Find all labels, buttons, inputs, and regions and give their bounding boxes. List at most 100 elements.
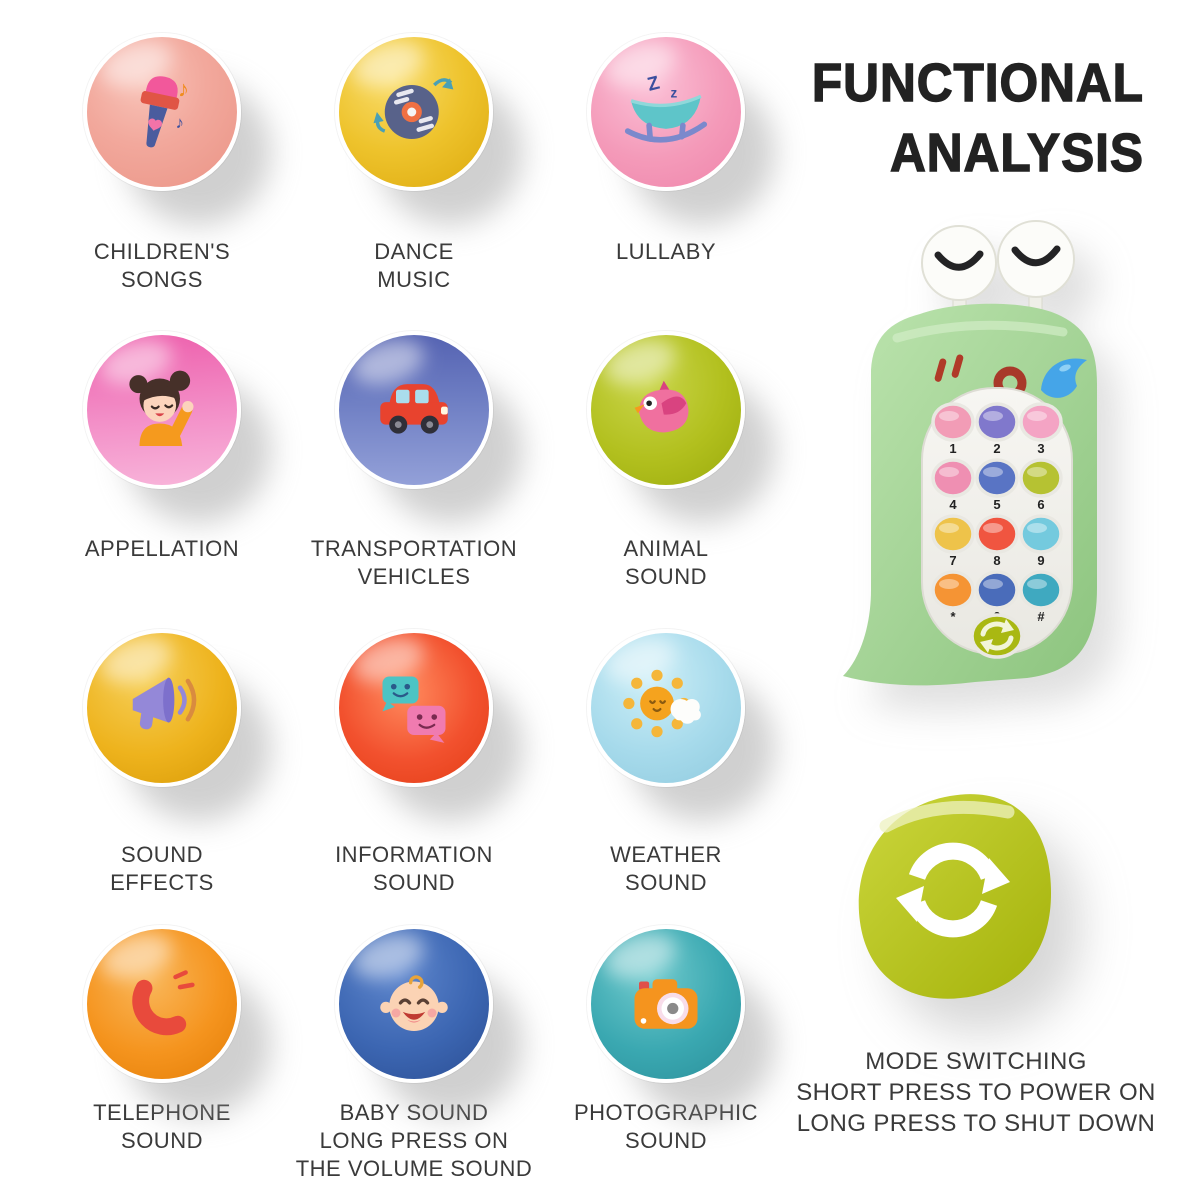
function-label: TRANSPORTATION VEHICLES <box>311 535 517 591</box>
svg-text:Z: Z <box>645 73 662 96</box>
microphone-icon: ♪ ♪ <box>140 76 189 148</box>
car-icon <box>380 384 448 434</box>
function-item-dance-music: DANCE MUSIC <box>288 0 540 300</box>
function-label: INFORMATION SOUND <box>335 841 493 897</box>
label-line: WEATHER <box>610 842 722 867</box>
baby-sound-badge <box>335 925 493 1083</box>
telephone-sound-badge <box>83 925 241 1083</box>
grid-row-2: APPELLATION TRANSPORTATION <box>36 300 792 600</box>
decorative-marks <box>934 354 1087 400</box>
function-item-sound-effects: SOUND EFFECTS <box>36 600 288 900</box>
weather-sound-badge <box>587 629 745 787</box>
chat-bubbles-icon <box>382 676 446 743</box>
label-line: SONGS <box>121 267 203 292</box>
function-label: SOUND EFFECTS <box>110 841 214 897</box>
svg-text:♪: ♪ <box>178 76 189 101</box>
photographic-sound-badge <box>587 925 745 1083</box>
svg-text:♪: ♪ <box>176 113 184 132</box>
function-label: BABY SOUND LONG PRESS ON THE VOLUME SOUN… <box>296 1099 533 1183</box>
girl-icon <box>129 370 194 446</box>
svg-text:z: z <box>671 85 678 100</box>
sun-cloud-icon <box>623 669 701 738</box>
label-line: SOUND <box>625 870 707 895</box>
svg-text:5: 5 <box>993 497 1000 512</box>
svg-text:9: 9 <box>1037 553 1044 568</box>
label-line: LULLABY <box>615 239 717 264</box>
grid-row-3: SOUND EFFECTS <box>36 600 792 900</box>
svg-text:*: * <box>950 609 956 624</box>
function-label: WEATHER SOUND <box>610 841 722 897</box>
function-label: PHOTOGRAPHIC SOUND <box>574 1099 758 1155</box>
label-line: THE VOLUME SOUND <box>295 1156 533 1181</box>
function-item-appellation: APPELLATION <box>36 300 288 600</box>
bird-mark-icon <box>1041 358 1087 398</box>
function-item-telephone-sound: TELEPHONE SOUND <box>36 900 288 1200</box>
label-line: SOUND <box>625 1128 707 1153</box>
function-item-childrens-songs: ♪ ♪ CHILDREN'S SONGS <box>36 0 288 300</box>
function-label: LULLABY <box>616 238 716 266</box>
lullaby-badge: Z z <box>587 33 745 191</box>
grid-row-1: ♪ ♪ CHILDREN'S SONGS <box>36 0 792 300</box>
megaphone-icon <box>132 677 197 730</box>
label-line: SHORT PRESS TO POWER ON <box>796 1079 1156 1106</box>
label-line: INFORMATION <box>335 842 493 867</box>
svg-text:6: 6 <box>1037 497 1044 512</box>
svg-text:8: 8 <box>993 553 1000 568</box>
function-item-information-sound: INFORMATION SOUND <box>288 600 540 900</box>
title-line: ANALYSIS <box>889 122 1144 183</box>
mode-switch-label: MODE SWITCHING SHORT PRESS TO POWER ON L… <box>760 1046 1192 1139</box>
information-sound-badge <box>335 629 493 787</box>
toy-phone-image: 1 2 3 4 5 6 7 8 9 * 0 # <box>843 220 1097 686</box>
label-line: DANCE <box>374 239 454 264</box>
dance-music-badge <box>335 33 493 191</box>
function-item-baby-sound: BABY SOUND LONG PRESS ON THE VOLUME SOUN… <box>288 900 540 1200</box>
sound-effects-badge <box>83 629 241 787</box>
label-line: ANIMAL <box>623 536 709 561</box>
label-line: MUSIC <box>377 267 451 292</box>
function-label: ANIMAL SOUND <box>624 535 709 591</box>
camera-icon <box>634 979 698 1029</box>
label-line: MODE SWITCHING <box>865 1048 1087 1075</box>
function-grid: ♪ ♪ CHILDREN'S SONGS <box>36 0 792 1200</box>
label-line: PHOTOGRAPHIC <box>573 1100 759 1125</box>
function-item-weather-sound: WEATHER SOUND <box>540 600 792 900</box>
label-line: SOUND <box>625 564 707 589</box>
label-line: BABY SOUND <box>339 1100 489 1125</box>
animal-sound-badge <box>587 331 745 489</box>
label-line: TELEPHONE <box>93 1100 231 1125</box>
baby-face-icon <box>380 975 448 1031</box>
cradle-icon: Z z <box>624 73 708 143</box>
function-label: APPELLATION <box>85 535 239 563</box>
function-label: CHILDREN'S SONGS <box>94 238 230 294</box>
label-line: EFFECTS <box>110 870 214 895</box>
transportation-badge <box>335 331 493 489</box>
svg-text:1: 1 <box>949 441 956 456</box>
function-item-photographic-sound: PHOTOGRAPHIC SOUND <box>540 900 792 1200</box>
keypad-buttons: 1 2 3 4 5 6 7 8 9 * 0 # <box>931 402 1063 659</box>
label-line: LONG PRESS TO SHUT DOWN <box>796 1110 1156 1137</box>
label-line: SOUND <box>373 870 455 895</box>
phone-handset-icon <box>132 970 195 1036</box>
label-line: VEHICLES <box>357 564 471 589</box>
function-item-transportation-vehicles: TRANSPORTATION VEHICLES <box>288 300 540 600</box>
mode-switch-button-image <box>858 794 1052 999</box>
title-line: FUNCTIONAL <box>811 52 1144 113</box>
function-label: TELEPHONE SOUND <box>93 1099 231 1155</box>
label-line: APPELLATION <box>84 536 240 561</box>
svg-text:#: # <box>1037 609 1045 624</box>
appellation-badge <box>83 331 241 489</box>
svg-text:2: 2 <box>993 441 1000 456</box>
sync-arrows-icon <box>896 842 1010 938</box>
label-line: SOUND <box>121 842 203 867</box>
bird-icon <box>634 380 689 433</box>
svg-text:7: 7 <box>949 553 956 568</box>
vinyl-record-icon <box>373 78 454 139</box>
childrens-songs-badge: ♪ ♪ <box>83 33 241 191</box>
label-line: SOUND <box>121 1128 203 1153</box>
mode-key <box>970 613 1024 659</box>
label-line: LONG PRESS ON <box>319 1128 509 1153</box>
label-line: TRANSPORTATION <box>310 536 518 561</box>
function-item-lullaby: Z z LULLABY <box>540 0 792 300</box>
svg-text:3: 3 <box>1037 441 1044 456</box>
